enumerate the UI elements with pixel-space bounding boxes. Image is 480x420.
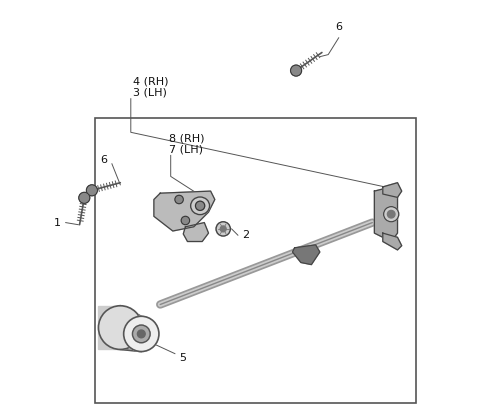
Polygon shape	[154, 191, 215, 231]
Text: 3 (LH): 3 (LH)	[133, 87, 167, 97]
Text: 4 (RH): 4 (RH)	[133, 77, 168, 87]
Circle shape	[79, 192, 90, 203]
Ellipse shape	[291, 67, 300, 74]
Circle shape	[132, 325, 150, 343]
Text: 8 (RH): 8 (RH)	[168, 134, 204, 144]
Circle shape	[216, 222, 230, 236]
Text: 1: 1	[54, 218, 61, 228]
Circle shape	[175, 195, 183, 204]
Polygon shape	[383, 233, 402, 250]
Bar	[95, 118, 416, 403]
Circle shape	[79, 192, 90, 203]
Circle shape	[220, 226, 226, 232]
Circle shape	[290, 65, 301, 76]
Ellipse shape	[191, 197, 210, 215]
Circle shape	[124, 316, 159, 352]
Ellipse shape	[80, 194, 89, 202]
Circle shape	[137, 330, 145, 338]
Text: 2: 2	[242, 230, 249, 240]
Polygon shape	[183, 223, 208, 242]
Polygon shape	[374, 187, 397, 242]
Circle shape	[290, 65, 301, 76]
Circle shape	[98, 306, 142, 349]
Text: 7 (LH): 7 (LH)	[168, 144, 203, 154]
Polygon shape	[120, 306, 141, 352]
Bar	[98, 306, 118, 349]
Circle shape	[86, 185, 97, 196]
Circle shape	[86, 185, 97, 196]
Circle shape	[387, 210, 395, 218]
Text: 6: 6	[335, 21, 342, 32]
Polygon shape	[292, 245, 320, 265]
Text: 5: 5	[179, 353, 186, 363]
Ellipse shape	[195, 201, 204, 210]
Text: 6: 6	[100, 155, 107, 165]
Polygon shape	[383, 183, 402, 197]
Ellipse shape	[87, 186, 96, 194]
Circle shape	[384, 207, 399, 222]
Circle shape	[181, 216, 190, 225]
